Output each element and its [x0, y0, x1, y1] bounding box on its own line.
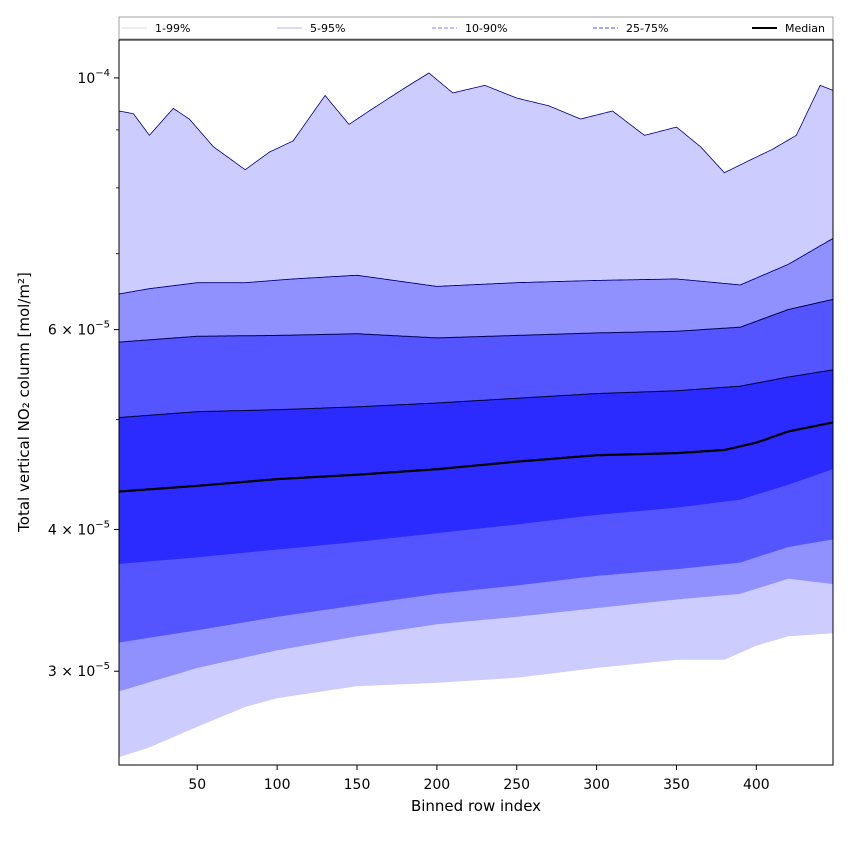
plot-frame	[118, 39, 834, 766]
legend-box	[118, 16, 834, 40]
x-tick-label: 50	[188, 777, 206, 793]
legend: 1-99% 5-95% 10-90% 25-75% Median	[118, 16, 834, 40]
line-65pct	[119, 369, 833, 418]
x-tick-label: 350	[663, 777, 690, 793]
y-axis: 3 × 10−5 4 × 10−5 6 × 10−5 10−4	[48, 68, 119, 680]
y-tick-label: 10−4	[77, 68, 110, 87]
percentile-lines	[119, 72, 833, 493]
x-tick-label: 400	[743, 777, 770, 793]
x-tick-label: 300	[583, 777, 610, 793]
line-75pct	[119, 298, 833, 343]
legend-label: 1-99%	[155, 22, 190, 35]
y-tick-label: 6 × 10−5	[48, 320, 110, 339]
percentile-bands	[119, 73, 833, 758]
y-tick-label: 3 × 10−5	[48, 661, 110, 680]
line-95pct	[119, 72, 833, 174]
x-tick-label: 250	[503, 777, 530, 793]
legend-label: 10-90%	[465, 22, 507, 35]
band-inner	[119, 369, 833, 564]
legend-label: Median	[785, 22, 825, 35]
x-axis-label: Binned row index	[411, 797, 541, 815]
legend-label: 25-75%	[626, 22, 668, 35]
legend-label: 5-95%	[310, 22, 345, 35]
line-90pct	[119, 238, 833, 295]
median-line	[119, 421, 833, 493]
x-tick-label: 200	[423, 777, 450, 793]
x-tick-label: 150	[344, 777, 371, 793]
y-axis-label: Total vertical NO₂ column [mol/m²]	[15, 272, 33, 533]
x-tick-label: 100	[264, 777, 291, 793]
x-axis: 50 100 150 200 250 300 350 400	[188, 765, 770, 793]
y-tick-label: 4 × 10−5	[48, 519, 110, 538]
